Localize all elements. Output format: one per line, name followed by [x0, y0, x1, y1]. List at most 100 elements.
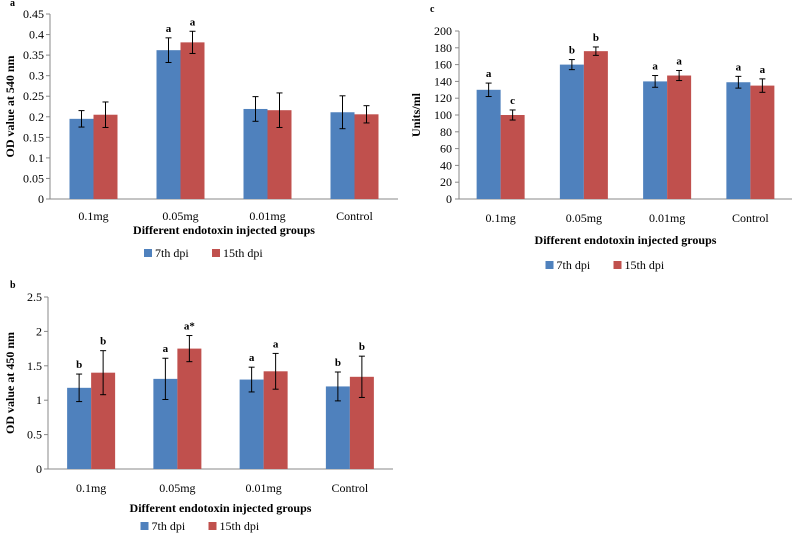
bar-7th-dpi-0.1mg	[69, 118, 94, 199]
bar-15th-dpi-0.05mg	[177, 348, 202, 469]
significance-label: a	[736, 61, 742, 73]
y-tick-label: 0.15	[23, 130, 44, 144]
x-axis-title: Different endotoxin injected groups	[130, 501, 312, 515]
y-tick-label: 2.5	[27, 290, 42, 304]
legend-label: 7th dpi	[155, 246, 189, 260]
y-tick-label: 140	[434, 74, 452, 88]
x-tick-label: 0.1mg	[78, 209, 108, 223]
legend-swatch	[208, 522, 217, 530]
significance-label: a	[190, 16, 196, 28]
y-tick-label: 60	[440, 142, 452, 156]
legend-label: 7th dpi	[557, 258, 591, 272]
legend: 7th dpi 15th dpi	[140, 519, 260, 533]
y-tick-label: 1	[36, 393, 42, 407]
significance-label: a	[652, 61, 658, 73]
x-tick-label: Control	[732, 211, 769, 225]
bar-7th-dpi-0.05mg	[559, 64, 584, 199]
legend: 7th dpi 15th dpi	[144, 246, 263, 260]
y-tick-label: 80	[440, 125, 452, 139]
y-tick-label: 200	[434, 24, 452, 38]
y-tick-label: 120	[434, 91, 452, 105]
bar-7th-dpi-0.1mg	[476, 89, 501, 199]
bar-15th-dpi-0.05mg	[583, 51, 608, 199]
significance-label: a	[273, 338, 279, 350]
significance-label: b	[100, 336, 106, 348]
chart-a: a 0 0.05 0.1 0.15 0.2 0.25 0.3 0.35 0.4 0.45 0.1mg 0…	[3, 0, 398, 260]
legend-label: 15th dpi	[223, 246, 263, 260]
y-tick-label: 0.3	[29, 69, 44, 83]
y-axis-title: OD value at 450 nm	[3, 332, 17, 434]
x-tick-label: 0.01mg	[249, 209, 285, 223]
bar-7th-dpi-0.01mg	[243, 108, 268, 199]
bar-7th-dpi-Control	[726, 82, 751, 199]
significance-label: b	[76, 359, 82, 371]
x-tick-label: 0.05mg	[566, 211, 602, 225]
bar-15th-dpi-0.01mg	[667, 75, 692, 199]
significance-label: b	[569, 45, 575, 57]
significance-label: a	[163, 343, 169, 355]
panel-label: c	[430, 4, 435, 15]
significance-label: a*	[184, 321, 196, 333]
significance-label: b	[359, 341, 365, 353]
y-tick-label: 1.5	[27, 359, 42, 373]
bar-15th-dpi-0.1mg	[93, 114, 118, 199]
x-tick-label: 0.1mg	[485, 211, 515, 225]
y-axis-title: OD value at 540 nm	[3, 55, 17, 157]
y-tick-label: 0.35	[23, 48, 44, 62]
bar-15th-dpi-0.1mg	[500, 115, 525, 199]
y-tick-label: 0	[36, 462, 42, 476]
legend-swatch	[140, 522, 149, 530]
legend: 7th dpi 15th dpi	[545, 258, 665, 272]
significance-label: b	[335, 357, 341, 369]
y-tick-label: 0.05	[23, 171, 44, 185]
y-tick-label: 0.5	[27, 428, 42, 442]
chart-b: b 0 0.5 1 1.5 2 2.5 0.1mg b b 0.05mg a a* 0.01mg a a Con…	[3, 280, 393, 533]
legend-label: 15th dpi	[220, 519, 260, 533]
legend-swatch	[212, 249, 220, 257]
chart-c: c 0 20 40 60 80 100 120 140 160 180 200 0.1mg a c 0.05m…	[409, 4, 792, 272]
legend-swatch	[144, 249, 152, 257]
bar-15th-dpi-0.05mg	[180, 42, 205, 199]
legend-label: 7th dpi	[152, 519, 186, 533]
x-tick-label: 0.1mg	[76, 481, 106, 495]
x-tick-label: 0.05mg	[162, 209, 198, 223]
y-tick-label: 0.4	[29, 28, 44, 42]
significance-label: a	[166, 23, 172, 35]
y-tick-label: 160	[434, 58, 452, 72]
x-axis-title: Different endotoxin injected groups	[535, 233, 717, 247]
legend-swatch	[545, 261, 554, 269]
x-axis-title: Different endotoxin injected groups	[133, 223, 315, 237]
x-tick-label: Control	[332, 481, 369, 495]
panel-label: a	[10, 0, 15, 9]
x-tick-label: 0.01mg	[649, 211, 685, 225]
significance-label: b	[593, 32, 599, 44]
x-tick-label: 0.05mg	[159, 481, 195, 495]
legend-label: 15th dpi	[625, 258, 665, 272]
bar-7th-dpi-0.01mg	[239, 379, 264, 469]
x-tick-label: Control	[336, 209, 373, 223]
panel-label: b	[10, 280, 16, 291]
y-tick-label: 0.45	[23, 7, 44, 21]
bar-15th-dpi-Control	[750, 85, 775, 199]
significance-label: a	[486, 68, 492, 80]
legend-swatch	[613, 261, 622, 269]
significance-label: a	[760, 64, 766, 76]
significance-label: a	[676, 55, 682, 67]
bar-7th-dpi-0.05mg	[156, 50, 181, 199]
bar-15th-dpi-Control	[354, 114, 379, 199]
y-tick-label: 0	[38, 192, 44, 206]
significance-label: a	[249, 352, 255, 364]
bar-7th-dpi-0.01mg	[643, 81, 668, 199]
y-tick-label: 0.25	[23, 89, 44, 103]
y-tick-label: 2	[36, 324, 42, 338]
y-tick-label: 20	[440, 175, 452, 189]
y-axis-title: Units/ml	[409, 92, 423, 137]
y-tick-label: 100	[434, 108, 452, 122]
x-tick-label: 0.01mg	[245, 481, 281, 495]
y-tick-label: 0.2	[29, 110, 44, 124]
y-tick-label: 40	[440, 158, 452, 172]
y-tick-label: 0.1	[29, 151, 44, 165]
y-tick-label: 180	[434, 41, 452, 55]
